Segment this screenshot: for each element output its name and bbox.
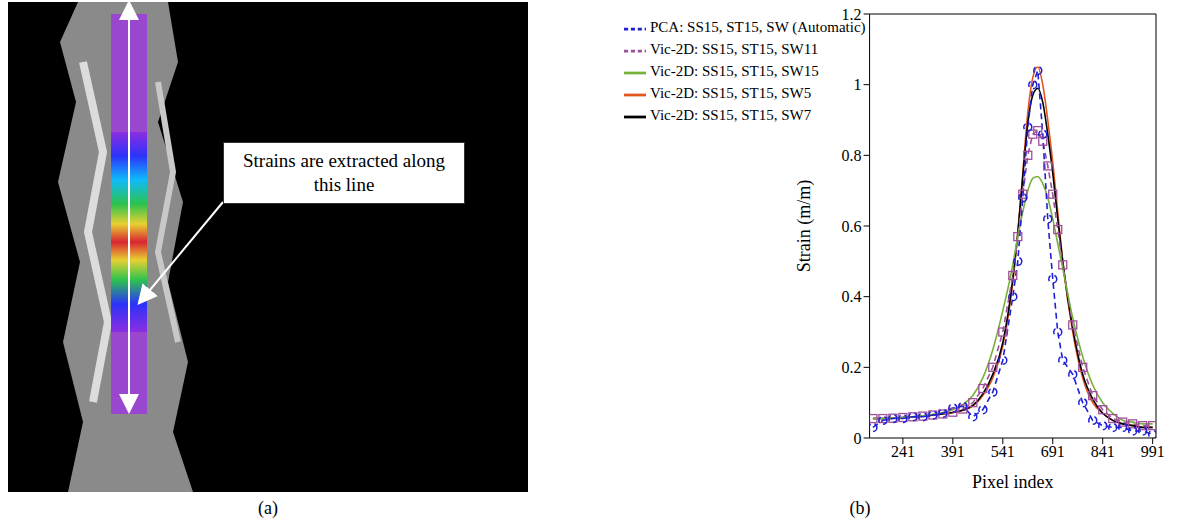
svg-text:241: 241 — [891, 443, 915, 460]
html-text:(b): (b) — [849, 498, 871, 518]
html-text:Vic-2D: SS15, ST15, SW5: Vic-2D: SS15, ST15, SW5 — [650, 85, 812, 102]
html-text:Strains are extracted along th: Strains are extracted along this line — [243, 150, 445, 195]
svg-text:991: 991 — [1141, 443, 1165, 460]
svg-text:Strain (m/m): Strain (m/m) — [794, 180, 815, 273]
html-text:Vic-2D: SS15, ST15, SW15: Vic-2D: SS15, ST15, SW15 — [650, 63, 819, 80]
html-text:Vic-2D: SS15, ST15, SW11: Vic-2D: SS15, ST15, SW11 — [650, 41, 819, 58]
svg-text:0.8: 0.8 — [842, 147, 862, 164]
html-text:PCA: SS15, ST15, SW (Automatic: PCA: SS15, ST15, SW (Automatic) — [650, 19, 866, 36]
svg-text:1: 1 — [854, 76, 862, 93]
svg-text:Pixel index: Pixel index — [972, 472, 1054, 492]
svg-text:841: 841 — [1091, 443, 1115, 460]
html-text:Vic-2D: SS15, ST15, SW7: Vic-2D: SS15, ST15, SW7 — [650, 107, 812, 124]
svg-text:0.2: 0.2 — [842, 359, 862, 376]
svg-text:1.2: 1.2 — [842, 6, 862, 23]
svg-text:0.6: 0.6 — [842, 218, 862, 235]
svg-text:0.4: 0.4 — [842, 288, 862, 305]
svg-text:391: 391 — [941, 443, 965, 460]
svg-text:691: 691 — [1041, 443, 1065, 460]
svg-text:0: 0 — [854, 430, 862, 447]
svg-text:541: 541 — [991, 443, 1015, 460]
html-text:(a): (a) — [258, 498, 278, 518]
